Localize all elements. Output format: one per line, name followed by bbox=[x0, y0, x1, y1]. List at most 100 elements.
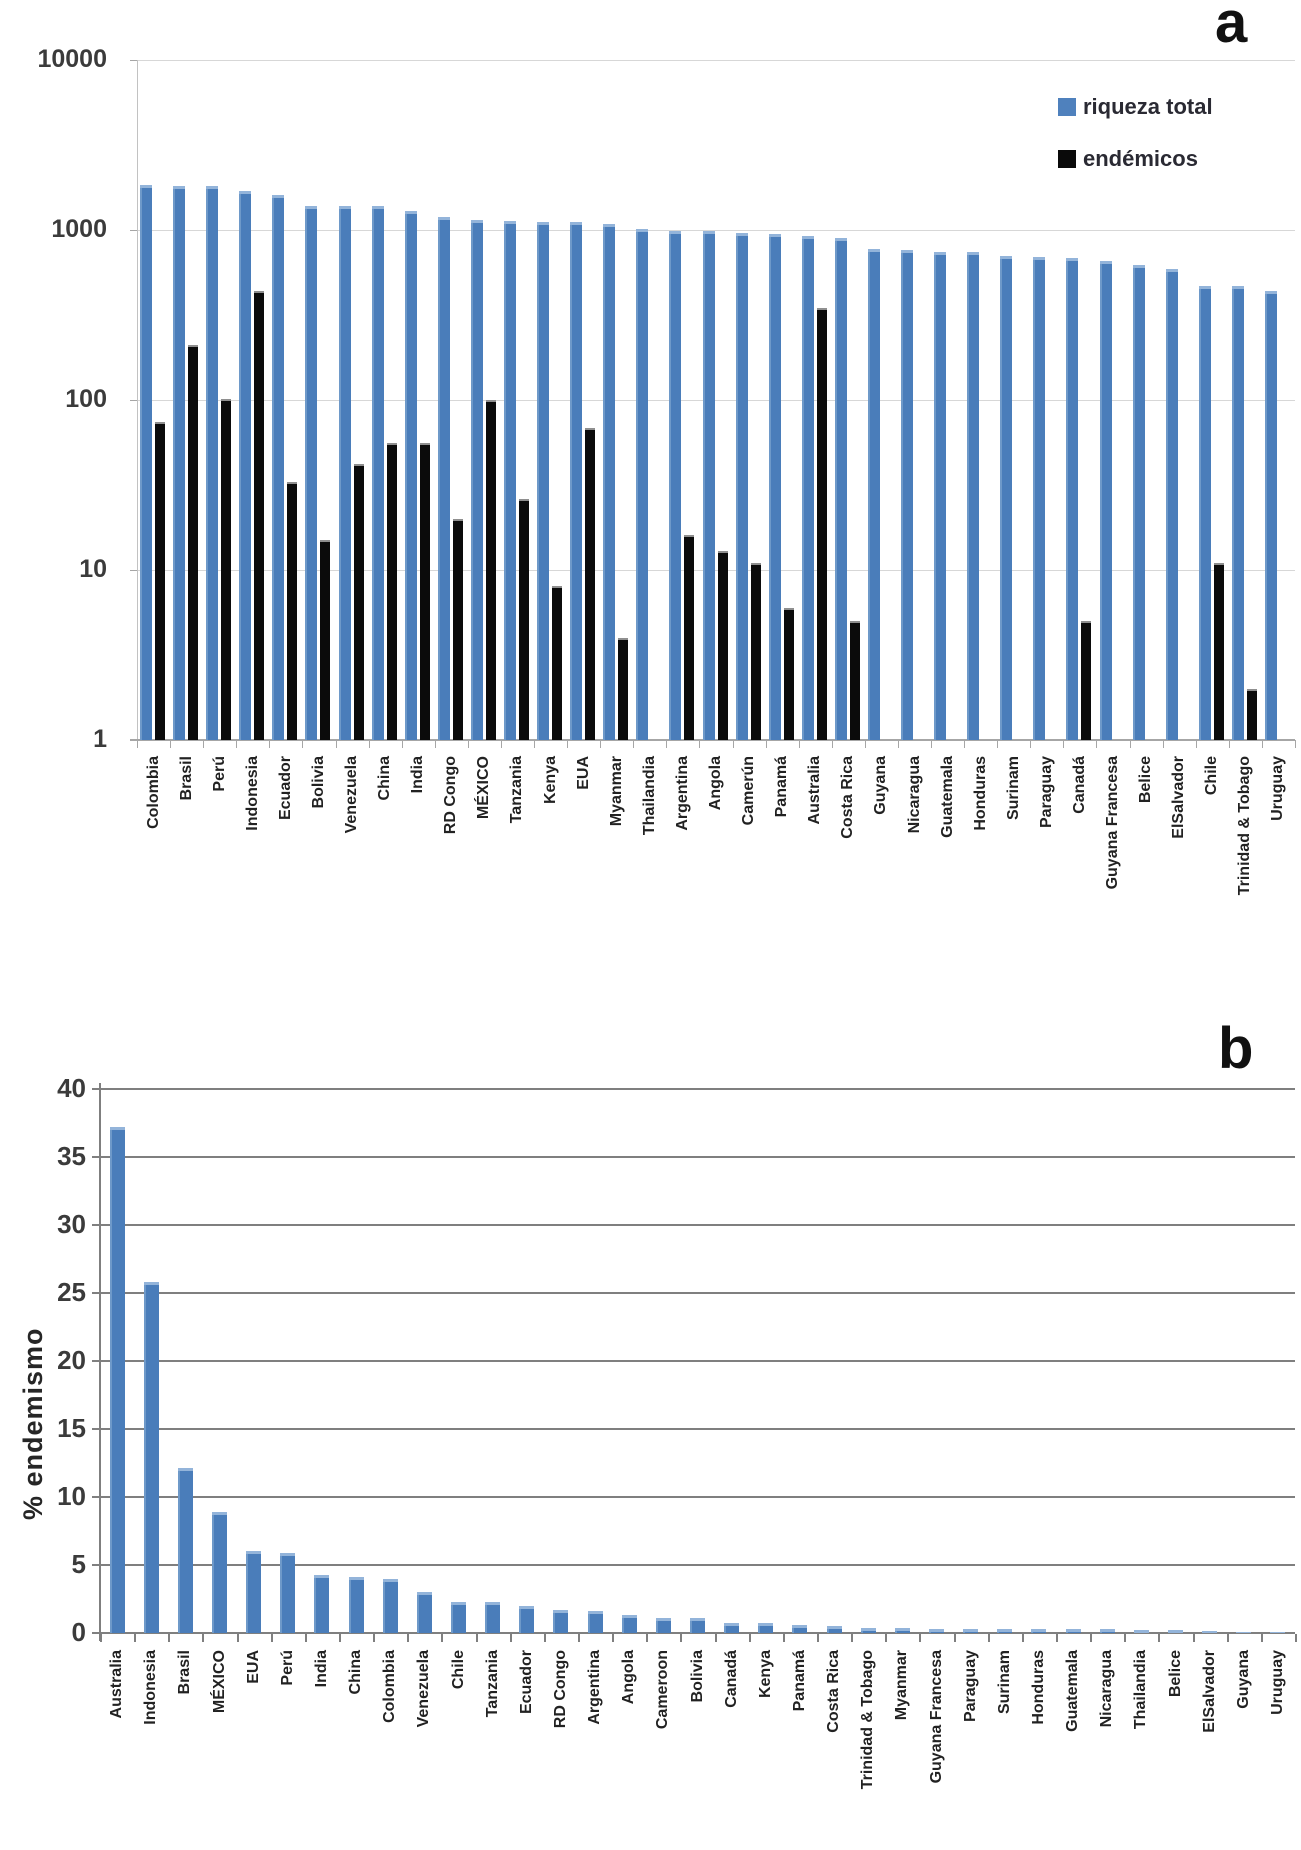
bar-endemismo-canada bbox=[724, 1623, 740, 1633]
bar-endemicos-camerun bbox=[750, 562, 761, 740]
y-axis-line-b bbox=[99, 1083, 101, 1641]
bar-endemicos-australia bbox=[816, 307, 827, 740]
bar-riqueza-camerun bbox=[735, 233, 748, 740]
x-label-b-ecuador: Ecuador bbox=[517, 1650, 535, 1715]
bar-endemismo-chile bbox=[451, 1601, 466, 1633]
x-tickmark-b-5 bbox=[270, 1634, 273, 1642]
x-tickmark-b-23 bbox=[885, 1634, 888, 1642]
x-tickmark-a-33 bbox=[1228, 740, 1230, 748]
x-tickmark-a-25 bbox=[964, 740, 966, 748]
panel-b-label: b bbox=[1218, 1016, 1254, 1081]
x-tickmark-a-16 bbox=[666, 740, 668, 748]
x-tickmark-a-27 bbox=[1030, 740, 1032, 748]
bar-endemicos-peru bbox=[221, 398, 232, 740]
bar-riqueza-india bbox=[404, 210, 417, 740]
x-label-b-guyana: Guyana bbox=[1234, 1650, 1252, 1709]
x-label-b-mexico: MÉXICO bbox=[210, 1650, 228, 1714]
bar-riqueza-guyana-francesa bbox=[1099, 260, 1112, 740]
x-tickmark-b-30 bbox=[1124, 1634, 1127, 1642]
bar-endemismo-trinidad-tobago bbox=[860, 1627, 876, 1633]
x-tickmark-a-3 bbox=[236, 740, 238, 748]
x-tickmark-a-35 bbox=[1295, 740, 1296, 748]
y-tickmark-b-10 bbox=[92, 1496, 100, 1498]
x-label-b-tanzania: Tanzania bbox=[483, 1650, 501, 1718]
bar-endemicos-india bbox=[419, 442, 430, 740]
gridline-b-40 bbox=[100, 1088, 1295, 1090]
bar-endemismo-surinam bbox=[997, 1628, 1013, 1633]
x-label-b-costa-rica: Costa Rica bbox=[825, 1650, 843, 1733]
x-tickmark-a-20 bbox=[798, 740, 800, 748]
x-tickmark-a-4 bbox=[269, 740, 271, 748]
bar-riqueza-elsalvador bbox=[1165, 268, 1178, 740]
gridline-b-10 bbox=[100, 1496, 1295, 1498]
x-tickmark-a-12 bbox=[534, 740, 536, 748]
bar-endemismo-china bbox=[348, 1577, 364, 1633]
bar-riqueza-brasil bbox=[173, 185, 186, 740]
x-label-b-kenya: Kenya bbox=[756, 1650, 774, 1699]
x-label-b-guyana-francesa: Guyana Francesa bbox=[927, 1650, 945, 1784]
bar-endemismo-cameroon bbox=[655, 1618, 671, 1633]
x-label-b-china: China bbox=[347, 1650, 365, 1695]
x-tickmark-a-2 bbox=[203, 740, 205, 748]
gridline-b-5 bbox=[100, 1564, 1295, 1566]
y-tickmark-b-5 bbox=[92, 1564, 100, 1566]
y-tickmark-a-100 bbox=[130, 399, 137, 401]
x-tickmark-a-24 bbox=[931, 740, 933, 748]
x-tickmark-a-0 bbox=[137, 740, 138, 748]
x-label-b-uruguay: Uruguay bbox=[1268, 1650, 1286, 1715]
x-tickmark-b-0 bbox=[100, 1634, 102, 1642]
y-axis-line-a bbox=[137, 60, 138, 746]
x-tickmark-a-17 bbox=[699, 740, 701, 748]
bar-riqueza-myanmar bbox=[603, 224, 616, 740]
bar-endemismo-uruguay bbox=[1270, 1631, 1286, 1633]
bar-endemismo-nicaragua bbox=[1099, 1628, 1115, 1633]
bar-endemismo-venezuela bbox=[416, 1592, 432, 1633]
x-label-b-australia: Australia bbox=[108, 1650, 126, 1719]
x-tickmark-b-14 bbox=[578, 1634, 580, 1642]
gridline-a-1000 bbox=[137, 229, 1295, 231]
x-label-b-panama: Panamá bbox=[790, 1650, 808, 1712]
bar-riqueza-thailandia bbox=[636, 229, 649, 740]
x-tickmark-b-22 bbox=[851, 1634, 854, 1642]
gridline-a-100 bbox=[137, 399, 1295, 401]
x-label-b-belice: Belice bbox=[1166, 1650, 1184, 1698]
bar-riqueza-eua bbox=[570, 222, 583, 740]
bar-endemicos-kenya bbox=[552, 586, 563, 740]
gridline-b-20 bbox=[100, 1360, 1295, 1362]
y-tickmark-b-40 bbox=[92, 1088, 100, 1090]
bar-endemismo-guyana bbox=[1236, 1631, 1252, 1633]
legend: riqueza total endémicos bbox=[1058, 90, 1213, 194]
bar-endemicos-costa-rica bbox=[849, 621, 860, 740]
bar-riqueza-kenya bbox=[537, 221, 550, 740]
x-tickmark-b-29 bbox=[1090, 1634, 1093, 1642]
bar-riqueza-guatemala bbox=[934, 252, 947, 740]
x-tickmark-b-32 bbox=[1192, 1634, 1195, 1642]
y-tick-label-b-35: 35 bbox=[57, 1141, 86, 1171]
x-tickmark-b-7 bbox=[339, 1634, 341, 1642]
bar-riqueza-trinidad-tobago bbox=[1231, 285, 1244, 740]
bar-endemismo-ecuador bbox=[519, 1605, 535, 1633]
bar-riqueza-colombia bbox=[140, 184, 153, 740]
x-tickmark-b-27 bbox=[1021, 1634, 1024, 1642]
legend-swatch-riqueza-total bbox=[1058, 98, 1076, 116]
y-tickmark-a-10 bbox=[130, 569, 137, 571]
x-tickmark-a-15 bbox=[633, 740, 635, 748]
gridline-b-30 bbox=[100, 1224, 1295, 1226]
x-tickmark-b-24 bbox=[919, 1634, 922, 1642]
x-tickmark-b-21 bbox=[817, 1634, 819, 1642]
x-tickmark-a-32 bbox=[1195, 740, 1197, 748]
x-tickmark-a-14 bbox=[600, 740, 602, 748]
bar-endemicos-brasil bbox=[188, 345, 199, 740]
bar-endemicos-argentina bbox=[684, 535, 695, 740]
bar-endemicos-chile bbox=[1213, 562, 1224, 740]
y-axis-title-endemismo: % endemismo bbox=[18, 1327, 48, 1520]
x-label-b-colombia: Colombia bbox=[381, 1650, 399, 1723]
bar-endemismo-elsalvador bbox=[1202, 1630, 1218, 1633]
bar-endemismo-kenya bbox=[758, 1623, 774, 1633]
x-tickmark-b-20 bbox=[782, 1634, 785, 1642]
y-tick-label-b-25: 25 bbox=[57, 1277, 86, 1307]
x-label-b-elsalvador: ElSalvador bbox=[1200, 1650, 1218, 1733]
bar-riqueza-rd-congo bbox=[437, 216, 450, 740]
